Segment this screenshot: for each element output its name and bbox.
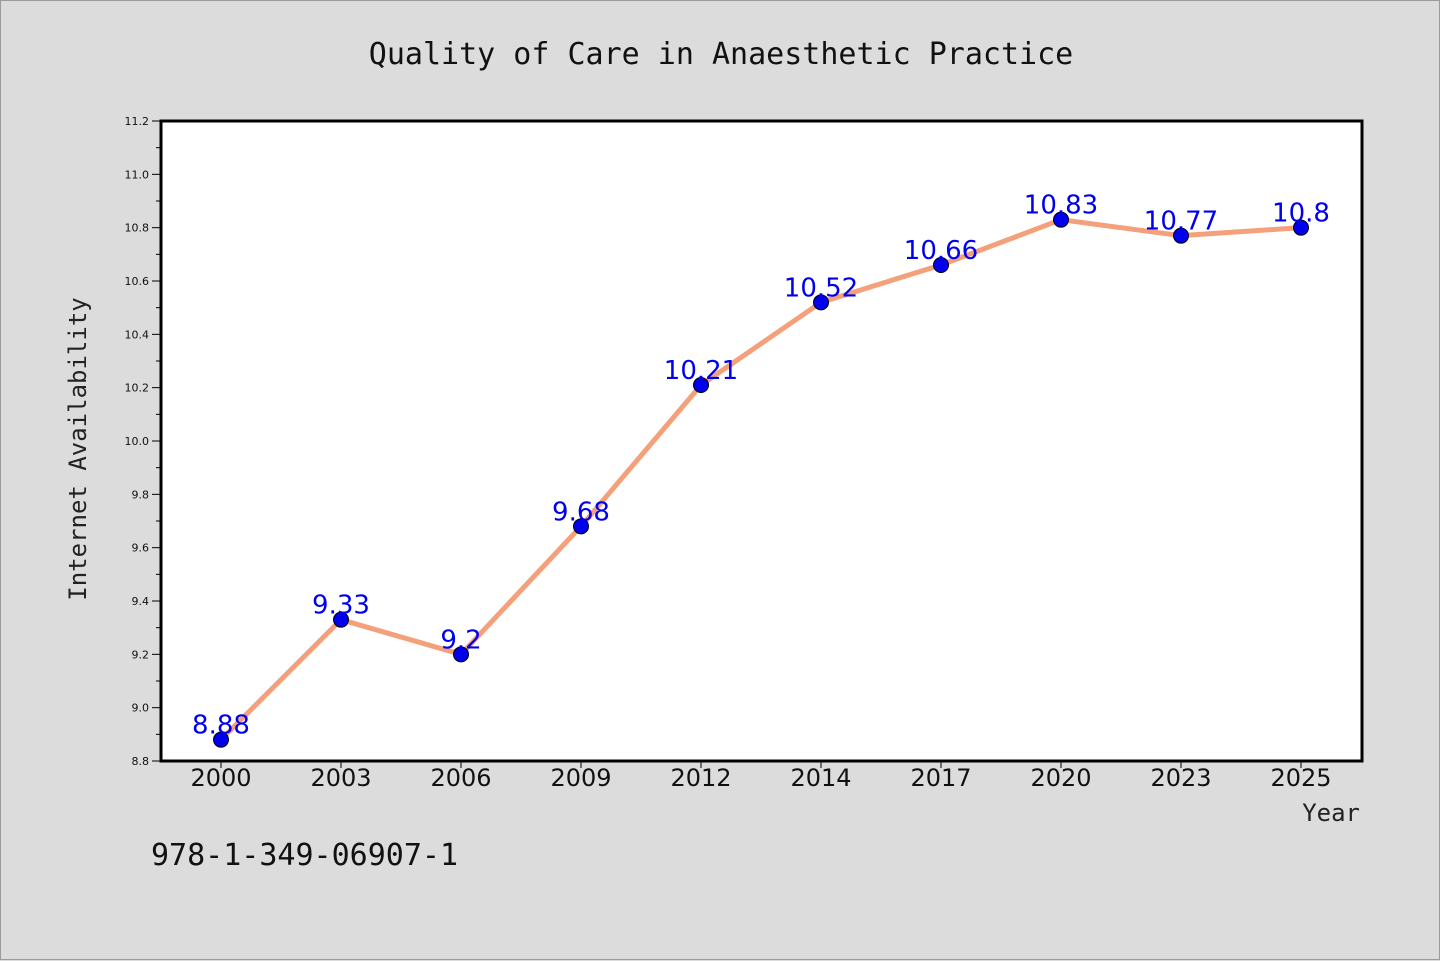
data-point [933,257,949,273]
x-axis: 2000 2003 2006 2009 2012 2014 2017 2020 2023 2025 [190,761,1332,792]
y-tick-label: 10.0 [125,435,150,448]
y-tick-label: 8.8 [132,755,150,768]
series-line [218,217,1304,743]
y-tick-label: 9.2 [132,648,150,661]
x-tick-label: 2023 [1150,764,1211,792]
data-point [213,731,229,748]
y-tick-label: 10.8 [125,222,150,235]
data-label: 10.77 [1144,207,1218,237]
data-label: 8.88 [192,711,250,741]
data-label: 9.33 [312,591,370,621]
y-axis: 8.8 9.0 9.2 9.4 9.6 9.8 10.0 10.2 10.4 10.6 10.8 11… [125,115,161,768]
data-labels: 8.88 9.33 9.2 9.68 10.21 10.52 10.66 10.83 10.77… [192,191,1330,741]
x-tick-label: 2025 [1270,764,1331,792]
x-tick-label: 2000 [190,764,251,792]
data-label: 10.52 [784,273,858,303]
caption-isbn: 978-1-349-06907-1 [151,838,458,873]
data-point [453,646,469,663]
series-line-group [218,217,1304,743]
data-point [333,611,349,628]
data-point [813,294,829,311]
data-label: 10.21 [664,356,738,386]
data-point [693,377,709,393]
data-points [213,211,1309,748]
y-tick-label: 10.6 [125,275,150,288]
data-point [1053,211,1069,228]
y-tick-label: 10.2 [125,382,150,395]
y-tick-label: 11.2 [125,115,150,128]
x-tick-label: 2017 [910,764,971,792]
y-tick-label: 9.4 [132,595,150,608]
y-tick-label: 9.8 [132,488,150,501]
y-tick-label: 11.0 [125,168,150,181]
data-label: 10.83 [1024,191,1098,221]
plot-area [159,119,1364,763]
y-tick-label: 9.6 [132,542,150,555]
x-tick-label: 2020 [1030,764,1091,792]
data-label: 10.66 [904,236,978,266]
x-tick-label: 2009 [550,764,611,792]
x-axis-label: Year [1302,799,1360,827]
chart-title: Quality of Care in Anaesthetic Practice [369,37,1073,72]
data-label: 9.2 [440,625,481,655]
x-tick-label: 2012 [670,764,731,792]
x-tick-label: 2014 [790,764,851,792]
x-tick-label: 2003 [310,764,371,792]
y-axis-label: Internet Availability [64,297,92,600]
x-tick-label: 2006 [430,764,491,792]
data-point [1173,227,1189,244]
y-tick-label: 9.0 [132,702,150,715]
data-point [573,518,589,535]
data-label: 9.68 [552,497,610,527]
y-tick-label: 10.4 [125,328,150,341]
data-point [1293,219,1309,236]
data-label: 10.8 [1272,199,1330,229]
